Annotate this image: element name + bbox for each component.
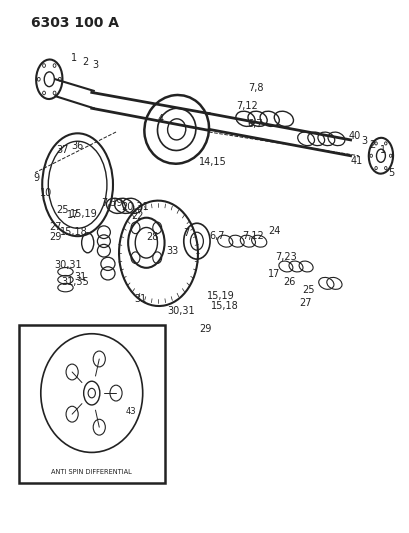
- Text: ANTI SPIN DIFFERENTIAL: ANTI SPIN DIFFERENTIAL: [51, 470, 132, 475]
- Text: 4: 4: [157, 114, 163, 124]
- Text: 3: 3: [361, 136, 367, 146]
- Text: 17: 17: [267, 269, 279, 279]
- Text: 33: 33: [166, 246, 178, 256]
- Text: 30,31: 30,31: [54, 261, 82, 270]
- Text: 28: 28: [146, 232, 158, 243]
- Text: 30,31: 30,31: [166, 306, 194, 316]
- Text: 6,7: 6,7: [247, 119, 263, 129]
- Text: 27: 27: [298, 298, 311, 309]
- Text: 10: 10: [40, 188, 52, 198]
- Text: 40: 40: [348, 131, 360, 141]
- Text: 15,19: 15,19: [70, 209, 97, 219]
- Text: 26: 26: [283, 277, 295, 287]
- Text: 25: 25: [56, 205, 69, 215]
- Text: 36: 36: [71, 141, 83, 151]
- Text: 9: 9: [33, 173, 39, 183]
- Text: 15,18: 15,18: [60, 227, 87, 237]
- Text: 3: 3: [92, 60, 99, 70]
- Text: 7,12: 7,12: [236, 101, 258, 111]
- Text: 1: 1: [70, 53, 76, 63]
- Text: 41: 41: [350, 156, 362, 166]
- Text: 6303 100 A: 6303 100 A: [31, 16, 119, 30]
- Text: 22: 22: [130, 212, 143, 221]
- Text: 7,39: 7,39: [101, 198, 122, 208]
- Text: 6,7: 6,7: [209, 231, 224, 241]
- Text: 1: 1: [379, 146, 385, 156]
- Text: 31,35: 31,35: [61, 277, 88, 287]
- Text: 37: 37: [56, 146, 69, 156]
- Text: 7: 7: [183, 228, 189, 238]
- Text: 31: 31: [74, 272, 86, 282]
- Text: 29: 29: [49, 232, 61, 243]
- Text: 2: 2: [82, 57, 89, 67]
- Text: 20,31: 20,31: [121, 203, 149, 213]
- Text: 43: 43: [125, 407, 135, 416]
- Text: 7,8: 7,8: [247, 83, 263, 93]
- Text: 29: 29: [198, 324, 211, 334]
- Text: 2: 2: [369, 140, 375, 150]
- Text: 24: 24: [268, 225, 280, 236]
- Text: 7,23: 7,23: [274, 252, 296, 262]
- Text: 31: 31: [134, 294, 146, 304]
- Text: 7,12: 7,12: [241, 231, 263, 241]
- Bar: [19, 325, 164, 483]
- Text: 14,15: 14,15: [199, 157, 227, 167]
- Text: 17: 17: [67, 210, 79, 220]
- Text: 25: 25: [301, 285, 314, 295]
- Text: 27: 27: [49, 222, 61, 232]
- Text: 15,18: 15,18: [210, 301, 238, 311]
- Text: 5: 5: [387, 167, 393, 177]
- Text: 15,19: 15,19: [207, 290, 234, 301]
